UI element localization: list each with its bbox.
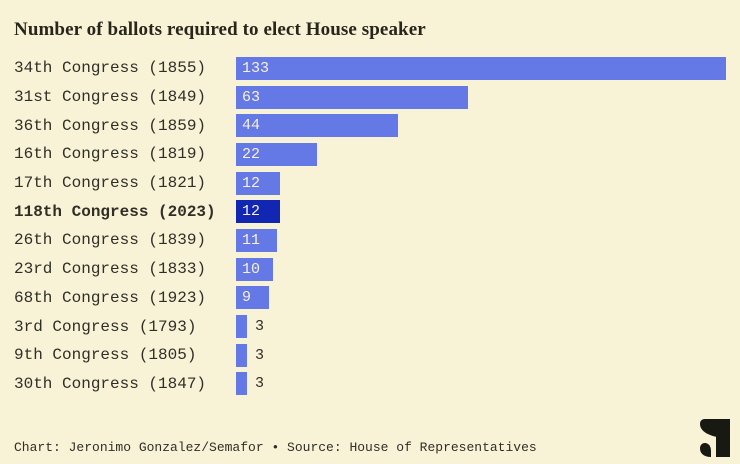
bar: 22	[236, 142, 317, 166]
chart-row: 68th Congress (1923) 9	[14, 284, 726, 313]
bar-value-label: 44	[242, 117, 261, 135]
bar-track: 10	[236, 257, 726, 281]
row-label: 31st Congress (1849)	[14, 88, 207, 107]
bar-track: 3	[236, 343, 726, 367]
row-label: 26th Congress (1839)	[14, 231, 207, 250]
bar-track: 9	[236, 286, 726, 310]
bar-track: 12	[236, 171, 726, 195]
chart-credit: Chart: Jeronimo Gonzalez/Semafor • Sourc…	[14, 440, 537, 455]
chart-row: 3rd Congress (1793) 3	[14, 312, 726, 341]
row-label: 9th Congress (1805)	[14, 346, 197, 365]
chart-row: 17th Congress (1821) 12	[14, 169, 726, 198]
chart-row: 9th Congress (1805) 3	[14, 341, 726, 370]
bar-value-label: 3	[255, 318, 265, 336]
bar-chart: 34th Congress (1855) 133 31st Congress (18…	[14, 54, 726, 398]
bar-value-label: 3	[255, 375, 265, 393]
bar	[236, 372, 247, 396]
bar-track: 44	[236, 114, 726, 138]
bar	[236, 343, 247, 367]
bar: 12	[236, 200, 280, 224]
semafor-s-logo-icon	[700, 419, 730, 457]
bar-value-label: 22	[242, 145, 261, 163]
bar-track: 63	[236, 85, 726, 109]
row-label: 34th Congress (1855)	[14, 59, 207, 78]
chart-row: 26th Congress (1839) 11	[14, 226, 726, 255]
chart-row: 34th Congress (1855) 133	[14, 54, 726, 83]
bar	[236, 315, 247, 339]
bar-value-label: 9	[242, 289, 252, 307]
bar-value-label: 3	[255, 346, 265, 364]
bar: 133	[236, 56, 726, 80]
chart-row: 36th Congress (1859) 44	[14, 111, 726, 140]
chart-row: 30th Congress (1847) 3	[14, 370, 726, 399]
bar-value-label: 12	[242, 203, 261, 221]
bar-value-label: 12	[242, 174, 261, 192]
bar: 63	[236, 85, 468, 109]
bar: 12	[236, 171, 280, 195]
row-label: 36th Congress (1859)	[14, 116, 207, 135]
row-label: 118th Congress (2023)	[14, 202, 216, 221]
bar-track: 3	[236, 372, 726, 396]
chart-row: 16th Congress (1819) 22	[14, 140, 726, 169]
row-label: 30th Congress (1847)	[14, 374, 207, 393]
row-label: 16th Congress (1819)	[14, 145, 207, 164]
row-label: 17th Congress (1821)	[14, 174, 207, 193]
bar-track: 11	[236, 228, 726, 252]
bar-value-label: 11	[242, 231, 261, 249]
bar-track: 22	[236, 142, 726, 166]
bar: 11	[236, 228, 277, 252]
bar-track: 133	[236, 56, 726, 80]
bar-value-label: 133	[242, 59, 270, 77]
row-label: 68th Congress (1923)	[14, 288, 207, 307]
bar-track: 3	[236, 315, 726, 339]
bar: 9	[236, 286, 269, 310]
chart-row: 31st Congress (1849) 63	[14, 83, 726, 112]
row-label: 3rd Congress (1793)	[14, 317, 197, 336]
bar: 10	[236, 257, 273, 281]
chart-row: 23rd Congress (1833) 10	[14, 255, 726, 284]
bar-value-label: 10	[242, 260, 261, 278]
bar-value-label: 63	[242, 88, 261, 106]
row-label: 23rd Congress (1833)	[14, 260, 207, 279]
bar-track: 12	[236, 200, 726, 224]
chart-row: 118th Congress (2023) 12	[14, 197, 726, 226]
chart-title: Number of ballots required to elect Hous…	[14, 19, 426, 40]
bar: 44	[236, 114, 398, 138]
